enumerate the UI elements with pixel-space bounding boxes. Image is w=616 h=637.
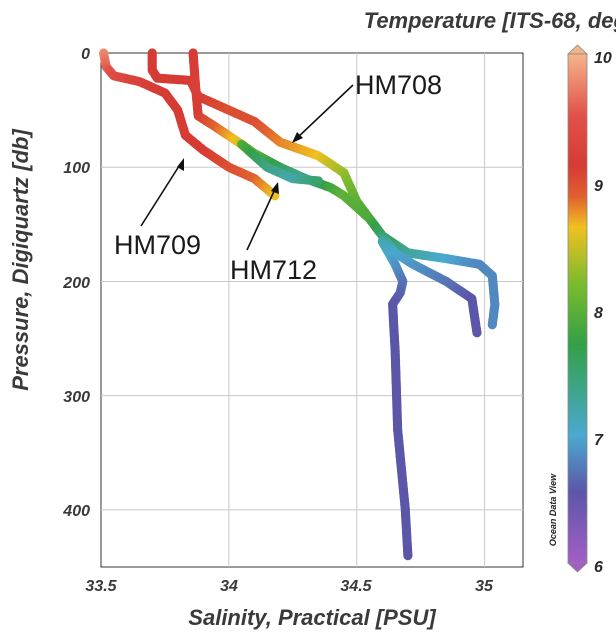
y-tick-label: 200: [62, 275, 90, 292]
annotation-arrows: [140, 84, 354, 251]
x-tick-labels: 33.5 34 34.5 35: [85, 578, 494, 595]
x-tick-label: 35: [475, 578, 494, 595]
y-axis-label: Pressure, Digiquartz [db]: [8, 129, 33, 391]
colorbar-tick: 8: [594, 305, 603, 322]
odv-watermark: Ocean Data View: [548, 473, 558, 546]
y-tick-label: 300: [63, 389, 90, 406]
plot-frame: [100, 52, 524, 568]
arrowhead-icon: [177, 158, 184, 171]
colorbar-top-cap: [566, 44, 589, 55]
y-tick-labels: 0 100 200 300 400: [62, 46, 90, 520]
annotation-hm709: HM709: [114, 230, 201, 260]
grid: [101, 53, 523, 567]
arrow-hm708: [295, 84, 354, 140]
colorbar-tick: 10: [594, 50, 612, 67]
arrowhead-icon: [292, 132, 303, 143]
y-tick-label: 100: [63, 160, 90, 177]
colorbar-tick: 9: [594, 178, 603, 195]
arrow-hm712: [246, 186, 277, 251]
colorbar-bottom-cap: [566, 562, 589, 573]
x-tick-label: 33.5: [85, 578, 117, 595]
y-tick-label: 0: [81, 46, 90, 63]
x-axis-label: Salinity, Practical [PSU]: [188, 605, 436, 630]
data-points: [99, 48, 500, 561]
colorbar-gradient: [567, 53, 588, 564]
colorbar: 6 7 8 9 10 Ocean Data View: [548, 44, 612, 576]
x-tick-label: 34: [220, 578, 238, 595]
y-tick-label: 400: [62, 503, 90, 520]
annotation-hm712: HM712: [230, 255, 317, 285]
chart-title: Temperature [ITS-68, deg C]: [364, 8, 616, 33]
x-tick-label: 34.5: [340, 578, 372, 595]
data-point: [472, 328, 482, 338]
colorbar-tick: 6: [594, 559, 603, 576]
data-point: [403, 551, 413, 561]
data-point: [487, 320, 497, 330]
arrow-hm709: [140, 162, 182, 227]
annotation-hm708: HM708: [355, 70, 442, 100]
arrowhead-icon: [271, 182, 279, 194]
data-point: [313, 176, 323, 186]
colorbar-tick: 7: [594, 432, 604, 449]
